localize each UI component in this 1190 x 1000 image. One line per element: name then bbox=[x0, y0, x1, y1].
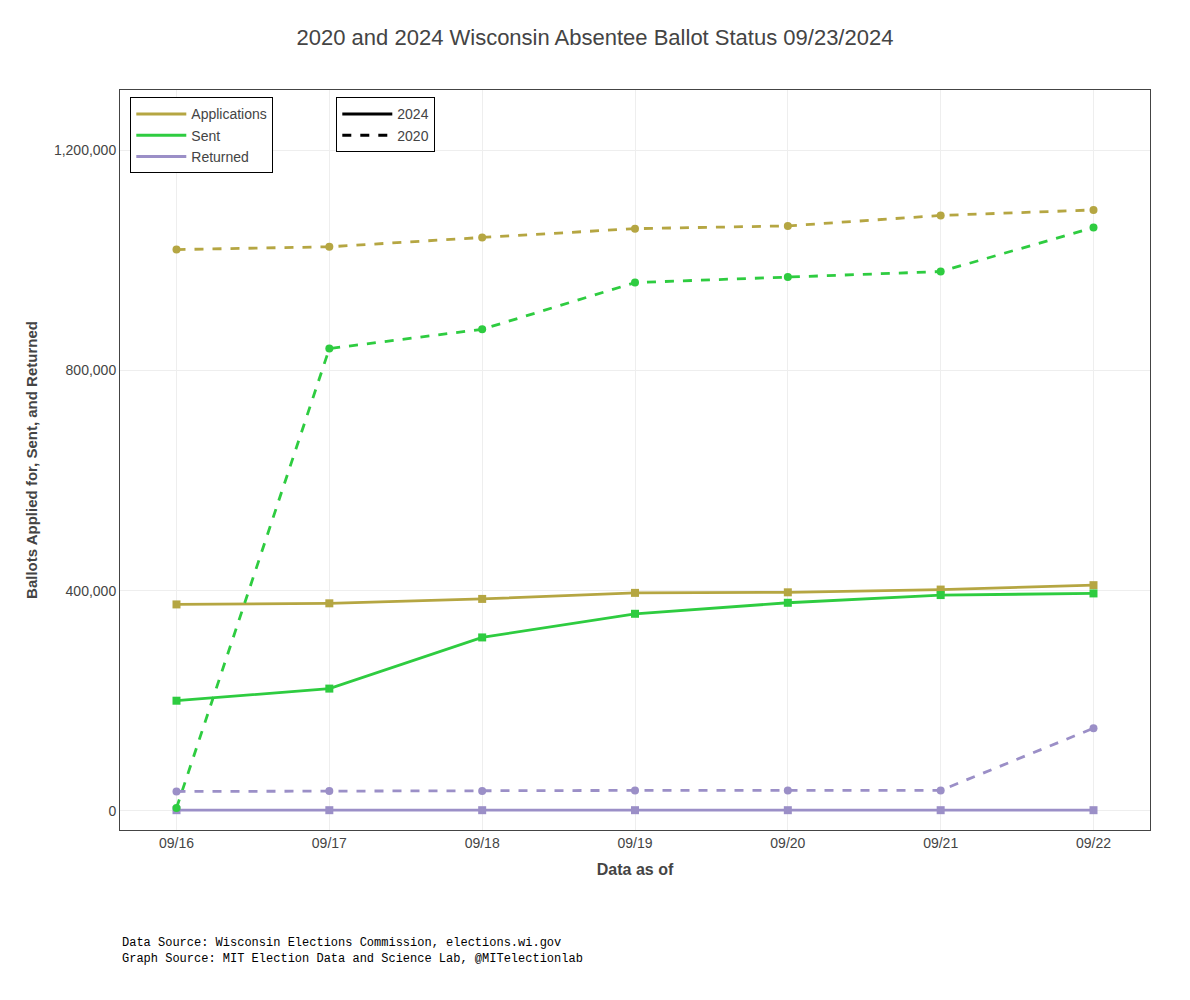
svg-text:09/18: 09/18 bbox=[465, 835, 500, 851]
svg-text:09/22: 09/22 bbox=[1076, 835, 1111, 851]
svg-text:800,000: 800,000 bbox=[66, 362, 117, 378]
svg-text:Data Source: Wisconsin Electio: Data Source: Wisconsin Elections Commiss… bbox=[122, 936, 583, 966]
svg-text:Data as of: Data as of bbox=[597, 861, 674, 878]
svg-text:2020 and 2024 Wisconsin Absent: 2020 and 2024 Wisconsin Absentee Ballot … bbox=[297, 25, 894, 50]
svg-text:09/19: 09/19 bbox=[617, 835, 652, 851]
svg-text:2020: 2020 bbox=[397, 128, 428, 144]
svg-text:1,200,000: 1,200,000 bbox=[54, 142, 116, 158]
svg-text:Applications: Applications bbox=[191, 106, 266, 122]
svg-text:09/21: 09/21 bbox=[923, 835, 958, 851]
svg-text:0: 0 bbox=[108, 803, 116, 819]
svg-text:09/16: 09/16 bbox=[159, 835, 194, 851]
svg-text:Sent: Sent bbox=[191, 128, 220, 144]
svg-text:09/17: 09/17 bbox=[312, 835, 347, 851]
svg-text:2024: 2024 bbox=[397, 106, 428, 122]
svg-text:Returned: Returned bbox=[191, 149, 249, 165]
svg-text:400,000: 400,000 bbox=[66, 583, 117, 599]
svg-text:Ballots Applied for, Sent, and: Ballots Applied for, Sent, and Returned bbox=[23, 321, 40, 599]
svg-text:09/20: 09/20 bbox=[770, 835, 805, 851]
